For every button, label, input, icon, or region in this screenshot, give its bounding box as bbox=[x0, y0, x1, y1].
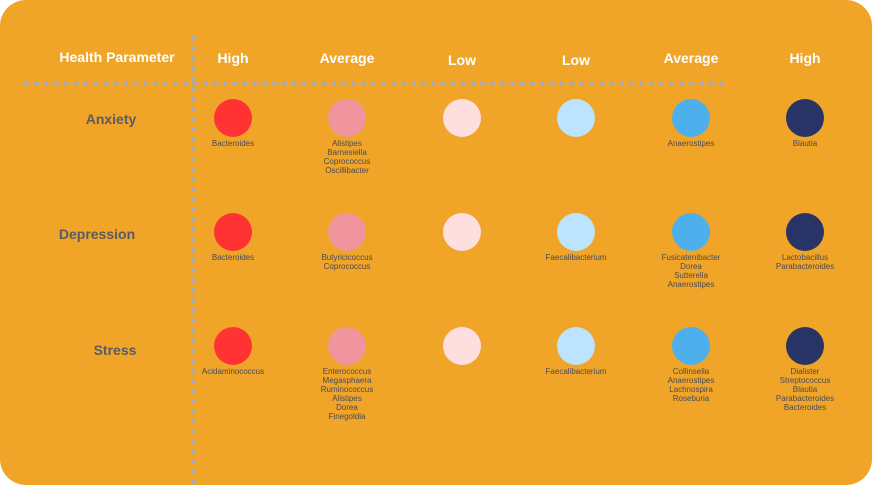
level-circle bbox=[672, 99, 710, 137]
bacteria-name: Butyricicoccus bbox=[321, 253, 373, 262]
level-circle bbox=[214, 213, 252, 251]
column-header-high: High bbox=[217, 50, 249, 66]
column-header-low: Low bbox=[562, 52, 590, 68]
bacteria-name: Fusicatenibacter bbox=[661, 253, 721, 262]
bacteria-name: Coprococcus bbox=[323, 157, 371, 166]
bacteria-name: Faecalibacterium bbox=[545, 367, 607, 376]
bacteria-list: Anaerostipes bbox=[631, 139, 751, 148]
row-label-anxiety: Anxiety bbox=[85, 111, 137, 127]
level-circle bbox=[443, 99, 481, 137]
bacteria-list: Fusicatenibacter Dorea Sutterella Anaerosti… bbox=[631, 253, 751, 289]
level-circle bbox=[443, 213, 481, 251]
bacteria-name: Enterococcus bbox=[322, 367, 372, 376]
level-circle bbox=[443, 327, 481, 365]
bacteria-name: Anaerostipes bbox=[667, 376, 715, 385]
bacteria-name: Megasphaera bbox=[322, 376, 372, 385]
bacteria-name: Bacteroides bbox=[211, 253, 255, 262]
bacteria-name: Blautia bbox=[792, 139, 818, 148]
bacteria-name: Acidaminococcus bbox=[201, 367, 265, 376]
bacteria-list: Faecalibacterium bbox=[516, 367, 636, 376]
bacteria-list: Butyricicoccus Coprococcus bbox=[287, 253, 407, 271]
bacteria-list: Bacteroides bbox=[173, 139, 293, 148]
bacteria-name: Streptococcus bbox=[779, 376, 831, 385]
level-circle bbox=[328, 213, 366, 251]
bacteria-name: Sutterella bbox=[674, 271, 708, 280]
bacteria-name: Oscillibacter bbox=[325, 166, 369, 175]
bacteria-name: Finegoldia bbox=[328, 412, 366, 421]
bacteria-name: Parabacteroides bbox=[775, 262, 835, 271]
level-circle bbox=[786, 213, 824, 251]
bacteria-list: Acidaminococcus bbox=[173, 367, 293, 376]
bacteria-list: Bacteroides bbox=[173, 253, 293, 262]
level-circle bbox=[557, 213, 595, 251]
bacteria-name: Alistipes bbox=[332, 394, 362, 403]
level-circle bbox=[214, 327, 252, 365]
bacteria-name: Dorea bbox=[680, 262, 702, 271]
bacteria-list: Alistipes Barnesiella Coprococcus Oscilliba… bbox=[287, 139, 407, 175]
bacteria-name: Barnesiella bbox=[327, 148, 367, 157]
bacteria-list: Lactobacillus Parabacteroides bbox=[745, 253, 865, 271]
horizontal-divider bbox=[24, 81, 724, 86]
bacteria-name: Anaerostipes bbox=[667, 139, 715, 148]
level-circle bbox=[786, 327, 824, 365]
level-circle bbox=[672, 327, 710, 365]
level-circle bbox=[214, 99, 252, 137]
bacteria-list: Collinsella Anaerostipes Lachnospira Rosebu… bbox=[631, 367, 751, 403]
level-circle bbox=[672, 213, 710, 251]
level-circle bbox=[557, 327, 595, 365]
bacteria-name: Dialister bbox=[790, 367, 820, 376]
bacteria-name: Bacteroides bbox=[211, 139, 255, 148]
level-circle bbox=[786, 99, 824, 137]
bacteria-name: Anaerostipes bbox=[667, 280, 715, 289]
bacteria-name: Ruminococcus bbox=[320, 385, 374, 394]
column-header-average: Average bbox=[319, 50, 375, 66]
row-label-depression: Depression bbox=[58, 226, 136, 242]
row-label-stress: Stress bbox=[93, 342, 137, 358]
bacteria-name: Collinsella bbox=[672, 367, 710, 376]
bacteria-list: Faecalibacterium bbox=[516, 253, 636, 262]
bacteria-name: Parabacteroides bbox=[775, 394, 835, 403]
level-circle bbox=[328, 99, 366, 137]
level-circle bbox=[557, 99, 595, 137]
bacteria-name: Dorea bbox=[336, 403, 358, 412]
bacteria-name: Faecalibacterium bbox=[545, 253, 607, 262]
bacteria-name: Lactobacillus bbox=[781, 253, 829, 262]
column-header-average: Average bbox=[663, 50, 719, 66]
vertical-divider bbox=[191, 36, 196, 485]
bacteria-list: Dialister Streptococcus Blautia Parabactero… bbox=[745, 367, 865, 412]
bacteria-name: Alistipes bbox=[332, 139, 362, 148]
column-header-high: High bbox=[789, 50, 821, 66]
bacteria-name: Coprococcus bbox=[323, 262, 371, 271]
bacteria-list: Blautia bbox=[745, 139, 865, 148]
bacteria-name: Lachnospira bbox=[669, 385, 713, 394]
column-header-low: Low bbox=[448, 52, 476, 68]
bacteria-list: Enterococcus Megasphaera Ruminococcus Alist… bbox=[287, 367, 407, 421]
bacteria-name: Bacteroides bbox=[783, 403, 827, 412]
bacteria-name: Blautia bbox=[792, 385, 818, 394]
bacteria-name: Roseburia bbox=[672, 394, 710, 403]
header-health-parameter: Health Parameter bbox=[59, 49, 175, 65]
level-circle bbox=[328, 327, 366, 365]
